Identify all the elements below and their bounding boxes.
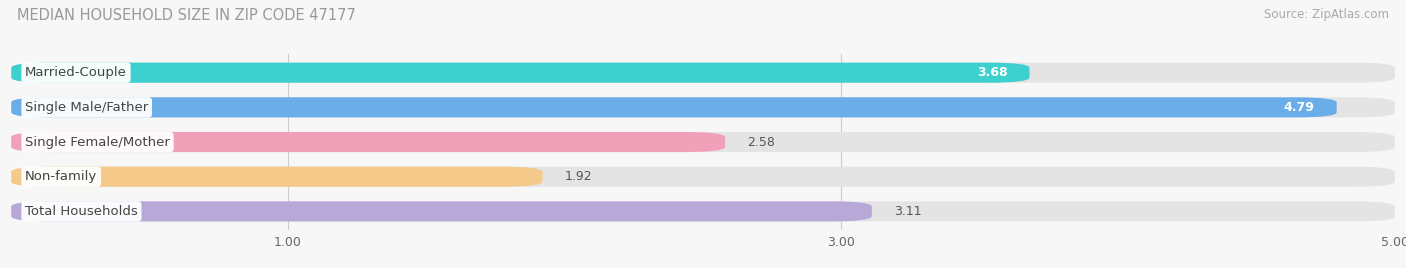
Text: 2.58: 2.58 [747,136,775,148]
FancyBboxPatch shape [11,97,1395,117]
Text: Source: ZipAtlas.com: Source: ZipAtlas.com [1264,8,1389,21]
FancyBboxPatch shape [11,63,1029,83]
FancyBboxPatch shape [11,132,1395,152]
Text: 1.92: 1.92 [565,170,592,183]
Text: Married-Couple: Married-Couple [25,66,127,79]
FancyBboxPatch shape [11,201,872,221]
Text: Single Male/Father: Single Male/Father [25,101,149,114]
FancyBboxPatch shape [11,167,1395,187]
Text: Single Female/Mother: Single Female/Mother [25,136,170,148]
FancyBboxPatch shape [11,201,1395,221]
Text: Total Households: Total Households [25,205,138,218]
Text: 3.11: 3.11 [894,205,921,218]
FancyBboxPatch shape [11,167,543,187]
Text: 3.68: 3.68 [977,66,1007,79]
Text: Non-family: Non-family [25,170,97,183]
FancyBboxPatch shape [11,97,1337,117]
FancyBboxPatch shape [11,63,1395,83]
FancyBboxPatch shape [11,132,725,152]
Text: MEDIAN HOUSEHOLD SIZE IN ZIP CODE 47177: MEDIAN HOUSEHOLD SIZE IN ZIP CODE 47177 [17,8,356,23]
Text: 4.79: 4.79 [1284,101,1315,114]
